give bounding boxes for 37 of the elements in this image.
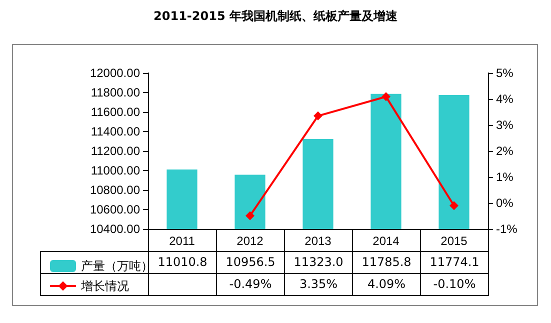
y-tick-label: 11600.00	[90, 105, 140, 119]
y2-tick-label: 5%	[496, 66, 514, 80]
point	[450, 201, 458, 210]
y-tick-label: 10800.00	[90, 183, 140, 197]
y-tick-label: 10600.00	[90, 202, 140, 216]
point	[382, 92, 390, 102]
y-tick-label: 11000.00	[90, 164, 140, 178]
point	[246, 211, 254, 220]
y-tick-label: 11800.00	[90, 86, 140, 100]
y-tick-label: 11400.00	[90, 124, 140, 138]
x-tick-label: 2014	[372, 234, 400, 248]
data-label: 3.35%	[284, 273, 353, 296]
legend-label: 增长情况	[80, 279, 129, 293]
y2-tick-label: 1%	[496, 170, 514, 184]
y-tick-label: 11200.00	[90, 144, 140, 158]
y2-tick-label: 4%	[496, 92, 514, 106]
point	[314, 111, 322, 120]
y2-tick-label: 2%	[496, 144, 514, 158]
y-tick-label: 10400.00	[90, 222, 140, 236]
data-label: -0.10%	[420, 273, 489, 296]
y2-tick-label: 0%	[496, 196, 514, 210]
x-tick-label: 2013	[304, 234, 332, 248]
data-label: 4.09%	[352, 273, 421, 296]
data-label: 11323.0	[284, 251, 353, 274]
y2-tick-label: 3%	[496, 118, 514, 132]
data-label: 11785.8	[352, 251, 421, 274]
data-label: 11010.8	[158, 255, 208, 269]
y-tick-label: 12000.00	[90, 66, 140, 80]
data-label: -0.49%	[216, 273, 285, 296]
x-tick-label: 2015	[440, 234, 468, 248]
legend-label: 产量（万吨）	[81, 259, 153, 273]
x-tick-label: 2012	[236, 234, 264, 248]
y2-tick-label: -1%	[496, 222, 518, 236]
x-tick-label: 2011	[169, 234, 196, 248]
data-label: 11774.1	[420, 251, 489, 274]
data-label: 10956.5	[216, 251, 285, 274]
chart-title: 2011-2015 年我国机制纸、纸板产量及增速	[152, 8, 398, 25]
